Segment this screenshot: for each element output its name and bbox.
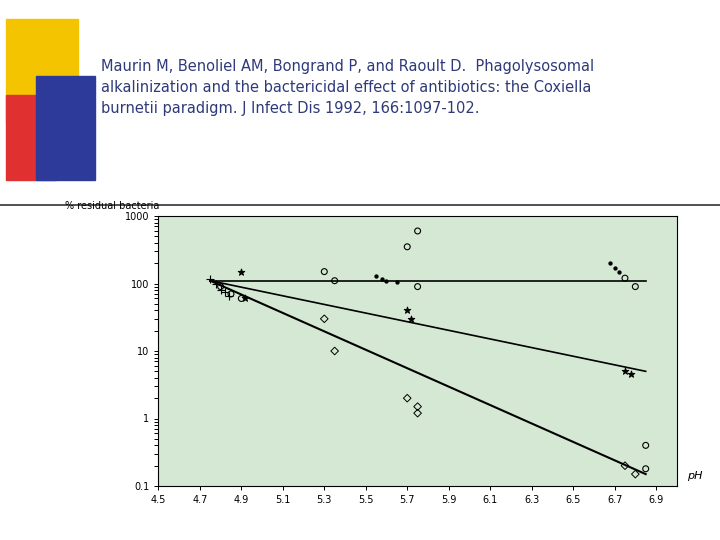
Point <box>215 286 226 294</box>
Point <box>629 282 641 291</box>
Point <box>412 402 423 411</box>
Point <box>391 278 402 286</box>
Point <box>613 267 624 276</box>
Bar <box>6 94 55 179</box>
Point <box>412 282 423 291</box>
Point <box>370 272 382 280</box>
Point <box>640 441 652 450</box>
Point <box>402 394 413 402</box>
Point <box>619 461 631 470</box>
Point <box>412 227 423 235</box>
Text: Maurin M, Benoliel AM, Bongrand P, and Raoult D.  Phagolysosomal
alkalinization : Maurin M, Benoliel AM, Bongrand P, and R… <box>101 59 594 117</box>
Point <box>329 276 341 285</box>
Point <box>219 288 230 296</box>
Bar <box>6 19 78 123</box>
Point <box>619 274 631 282</box>
Point <box>402 242 413 251</box>
Point <box>609 264 621 272</box>
Point <box>318 267 330 276</box>
Point <box>619 367 631 376</box>
Point <box>204 275 216 284</box>
Point <box>215 282 226 291</box>
Point <box>402 306 413 315</box>
Point <box>629 470 641 478</box>
Point <box>235 267 247 276</box>
Point <box>223 292 235 300</box>
Point <box>318 314 330 323</box>
Point <box>377 275 388 284</box>
Point <box>235 294 247 303</box>
Point <box>640 464 652 473</box>
Text: pH: pH <box>687 470 703 481</box>
Point <box>412 409 423 417</box>
Point <box>240 294 251 303</box>
Text: % residual bacteria: % residual bacteria <box>65 200 159 211</box>
Point <box>211 279 222 288</box>
Point <box>381 276 392 285</box>
Bar <box>36 76 94 179</box>
Point <box>626 370 637 379</box>
Point <box>605 259 616 267</box>
Point <box>329 347 341 355</box>
Point <box>405 314 417 323</box>
Point <box>225 289 237 298</box>
